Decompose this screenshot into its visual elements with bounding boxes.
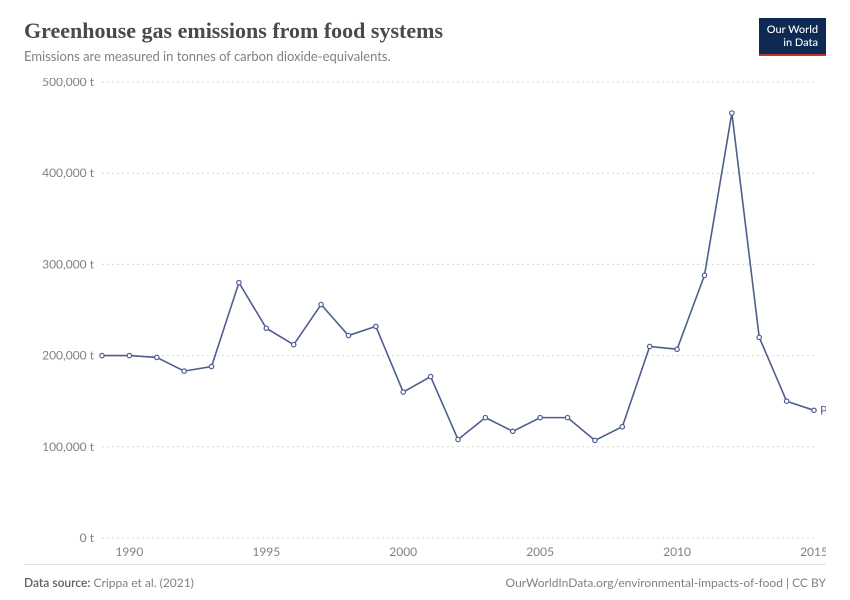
series-point (702, 274, 706, 278)
x-tick-label: 2000 (389, 544, 417, 558)
series-point (182, 369, 186, 373)
series-point (757, 336, 761, 340)
series-point (483, 416, 487, 420)
y-tick-label: 500,000 t (42, 78, 95, 89)
series-point (100, 354, 104, 358)
data-source: Data source: Crippa et al. (2021) (24, 575, 194, 590)
series-point (127, 354, 131, 358)
owid-logo: Our World in Data (759, 18, 826, 56)
x-tick-label: 1990 (115, 544, 143, 558)
footer: Data source: Crippa et al. (2021) OurWor… (24, 564, 826, 590)
x-tick-label: 2005 (526, 544, 554, 558)
series-label: Palau (820, 403, 826, 418)
series-point (346, 334, 350, 338)
title-block: Greenhouse gas emissions from food syste… (24, 18, 759, 64)
x-tick-label: 2015 (800, 544, 826, 558)
y-tick-label: 400,000 t (42, 166, 95, 181)
header: Greenhouse gas emissions from food syste… (24, 18, 826, 64)
series-point (675, 347, 679, 351)
series-point (264, 326, 268, 330)
y-tick-label: 0 t (80, 530, 95, 545)
series-point (812, 409, 816, 413)
y-tick-label: 100,000 t (42, 439, 95, 454)
data-source-label: Data source: (24, 575, 90, 590)
y-tick-label: 200,000 t (42, 348, 95, 363)
series-point (401, 390, 405, 394)
series-point (730, 111, 734, 115)
x-tick-label: 2010 (663, 544, 691, 558)
x-tick-label: 1995 (252, 544, 280, 558)
series-point (511, 429, 515, 433)
series-point (565, 416, 569, 420)
series-line (102, 113, 814, 440)
chart-area: 0 t 100,000 t 200,000 t 300,000 t 400,000 t 5… (24, 78, 826, 558)
series-point (237, 281, 241, 285)
series-point (593, 439, 597, 443)
line-chart: 0 t 100,000 t 200,000 t 300,000 t 400,000 t 5… (24, 78, 826, 558)
series-point (374, 325, 378, 329)
series-point (291, 343, 295, 347)
series-point (784, 399, 788, 403)
series-point (155, 356, 159, 360)
series-point (620, 425, 624, 429)
attribution: OurWorldInData.org/environmental-impacts… (506, 575, 826, 590)
y-tick-label: 300,000 t (42, 257, 95, 272)
page-subtitle: Emissions are measured in tonnes of carb… (24, 48, 759, 64)
data-source-value: Crippa et al. (2021) (94, 575, 194, 590)
series-point (456, 438, 460, 442)
series-point (538, 416, 542, 420)
series-point (428, 375, 432, 379)
series-point (319, 303, 323, 307)
series-point (209, 365, 213, 369)
series-point (647, 345, 651, 349)
page-title: Greenhouse gas emissions from food syste… (24, 18, 759, 44)
